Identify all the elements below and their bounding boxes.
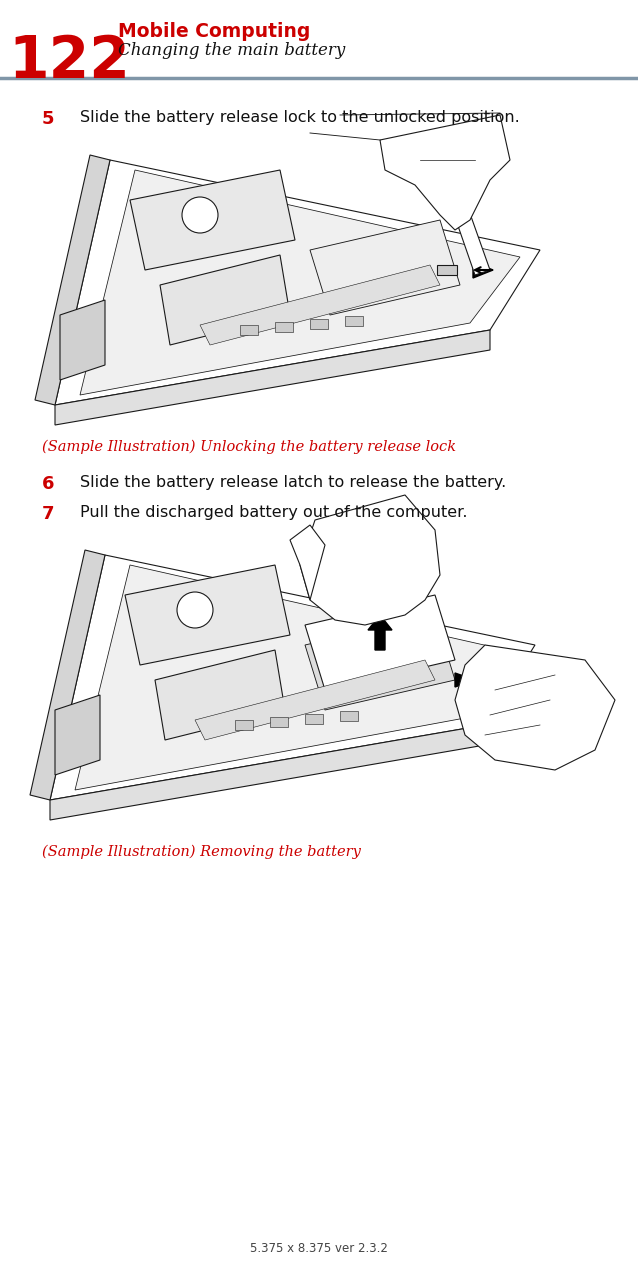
Polygon shape	[30, 550, 105, 799]
Polygon shape	[50, 555, 535, 799]
Polygon shape	[200, 264, 440, 344]
Polygon shape	[195, 660, 435, 740]
Polygon shape	[290, 525, 325, 600]
Polygon shape	[310, 220, 460, 315]
Text: Mobile Computing: Mobile Computing	[118, 22, 310, 41]
Text: (Sample Illustration) Unlocking the battery release lock: (Sample Illustration) Unlocking the batt…	[42, 440, 456, 455]
Polygon shape	[473, 262, 493, 278]
Bar	[240, 325, 258, 336]
Polygon shape	[380, 114, 510, 230]
Polygon shape	[455, 644, 615, 770]
Polygon shape	[60, 300, 105, 380]
Bar	[270, 717, 288, 727]
Polygon shape	[430, 144, 490, 275]
Text: Changing the main battery: Changing the main battery	[118, 42, 345, 58]
Polygon shape	[55, 695, 100, 775]
Bar	[437, 264, 457, 275]
Text: Slide the battery release latch to release the battery.: Slide the battery release latch to relea…	[80, 475, 506, 491]
Polygon shape	[130, 170, 295, 269]
Text: (Sample Illustration) Removing the battery: (Sample Illustration) Removing the batte…	[42, 845, 361, 859]
Polygon shape	[455, 674, 475, 688]
Circle shape	[182, 197, 218, 233]
Polygon shape	[55, 160, 540, 405]
Text: 5.375 x 8.375 ver 2.3.2: 5.375 x 8.375 ver 2.3.2	[250, 1242, 388, 1254]
Text: 6: 6	[42, 475, 54, 493]
Polygon shape	[125, 566, 290, 665]
Bar	[310, 319, 328, 329]
Bar	[345, 316, 363, 325]
Circle shape	[177, 592, 213, 628]
Text: 7: 7	[42, 505, 54, 522]
Polygon shape	[155, 649, 285, 740]
Text: Pull the discharged battery out of the computer.: Pull the discharged battery out of the c…	[80, 505, 468, 520]
Polygon shape	[368, 615, 392, 649]
Bar	[275, 322, 293, 332]
Polygon shape	[35, 155, 110, 405]
Bar	[305, 714, 323, 724]
Polygon shape	[305, 615, 455, 710]
Polygon shape	[75, 566, 515, 791]
Polygon shape	[305, 595, 455, 690]
Polygon shape	[80, 170, 520, 395]
Polygon shape	[50, 724, 485, 820]
Bar	[235, 719, 253, 730]
Text: Slide the battery release lock to the unlocked position.: Slide the battery release lock to the un…	[80, 111, 520, 125]
Polygon shape	[300, 494, 440, 625]
Text: 5: 5	[42, 111, 54, 128]
Polygon shape	[55, 330, 490, 425]
Text: 122: 122	[8, 33, 130, 90]
Bar	[340, 710, 358, 721]
Polygon shape	[160, 255, 290, 344]
